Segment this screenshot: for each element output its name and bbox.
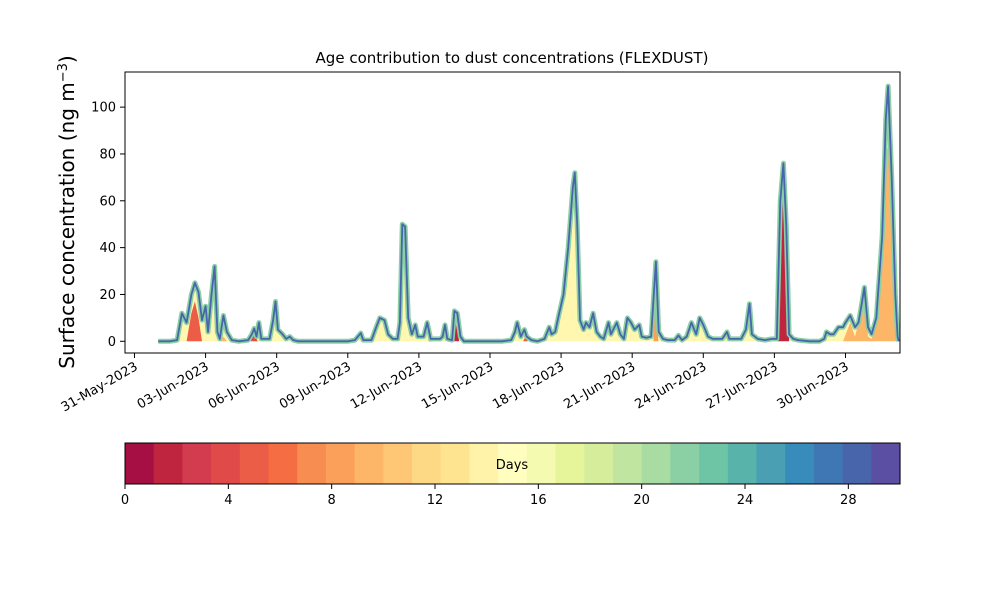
- x-tick-label: 12-Jun-2023: [348, 359, 425, 412]
- colorbar: [125, 443, 901, 484]
- y-tick-label: 20: [99, 288, 116, 303]
- colorbar-tick-label: 24: [737, 493, 754, 508]
- colorbar-tick-label: 20: [633, 493, 650, 508]
- y-axis-label: Surface concentration (ng m−3): [55, 55, 79, 368]
- colorbar-segment: [612, 443, 643, 484]
- young-age-component-0: [186, 301, 202, 342]
- x-tick-label: 15-Jun-2023: [419, 359, 496, 412]
- colorbar-tick-label: 0: [121, 493, 129, 508]
- young-age-component-1: [250, 334, 258, 342]
- colorbar-segment: [555, 443, 585, 484]
- plot-frame: [124, 71, 901, 354]
- axes: 02040608010031-May-202303-Jun-202306-Jun…: [59, 101, 852, 416]
- colorbar-segment: [785, 443, 815, 484]
- colorbar-ticks: 0 4 8 12 16 20 24 28: [121, 484, 857, 508]
- colorbar-segment: [125, 443, 155, 484]
- x-tick-label: 06-Jun-2023: [206, 359, 283, 412]
- young-age-component-8: [843, 146, 898, 342]
- colorbar-frame: [124, 442, 901, 485]
- colorbar-segment: [440, 443, 471, 484]
- chart-title: Age contribution to dust concentrations …: [316, 49, 709, 67]
- colorbar-segment: [699, 443, 729, 484]
- x-tick-label: 03-Jun-2023: [135, 359, 212, 412]
- y-tick-label: 100: [91, 101, 116, 116]
- y-tick-label: 80: [99, 147, 116, 162]
- x-tick-label: 09-Jun-2023: [277, 359, 354, 412]
- colorbar-segment: [383, 443, 413, 484]
- colorbar-segment: [412, 443, 442, 484]
- x-tick-label: 21-Jun-2023: [561, 359, 638, 412]
- y-axis-label-close: ): [55, 55, 79, 63]
- colorbar-tick-label: 16: [530, 493, 547, 508]
- y-tick-label: 0: [108, 335, 116, 350]
- colorbar-tick-label: 12: [427, 493, 444, 508]
- colorbar-label: Days: [496, 458, 529, 473]
- plot-area: [158, 83, 900, 344]
- y-axis-label-main: Surface concentration (ng m: [55, 82, 79, 368]
- x-tick-label: 24-Jun-2023: [632, 359, 709, 412]
- colorbar-segment: [813, 443, 844, 484]
- colorbar-segment: [239, 443, 270, 484]
- colorbar-tick-label: 8: [328, 493, 336, 508]
- young-age-component-5: [523, 336, 528, 342]
- colorbar-segment: [727, 443, 758, 484]
- colorbar-segment: [498, 443, 528, 484]
- colorbar-segment: [641, 443, 671, 484]
- colorbar-segment: [584, 443, 614, 484]
- x-tick-label: 30-Jun-2023: [775, 359, 852, 412]
- y-tick-label: 60: [99, 194, 116, 209]
- y-tick-label: 40: [99, 241, 116, 256]
- colorbar-segment: [325, 443, 356, 484]
- colorbar-segment: [871, 443, 901, 484]
- colorbar-tick-label: 28: [840, 493, 857, 508]
- colorbar-segment: [756, 443, 786, 484]
- colorbar-segment: [526, 443, 557, 484]
- concentration-outline: [158, 85, 900, 343]
- colorbar-segment: [842, 443, 872, 484]
- colorbar-segment: [268, 443, 298, 484]
- colorbar-segment: [153, 443, 183, 484]
- y-axis-label-sup: −3: [56, 63, 71, 82]
- colorbar-segment: [182, 443, 212, 484]
- colorbar-tick-label: 4: [224, 493, 232, 508]
- x-tick-label: 18-Jun-2023: [490, 359, 567, 412]
- colorbar-segment: [297, 443, 327, 484]
- colorbar-segment: [211, 443, 241, 484]
- colorbar-segment: [670, 443, 700, 484]
- x-tick-label: 27-Jun-2023: [704, 359, 781, 412]
- colorbar-segment: [469, 443, 499, 484]
- colorbar-segment: [354, 443, 384, 484]
